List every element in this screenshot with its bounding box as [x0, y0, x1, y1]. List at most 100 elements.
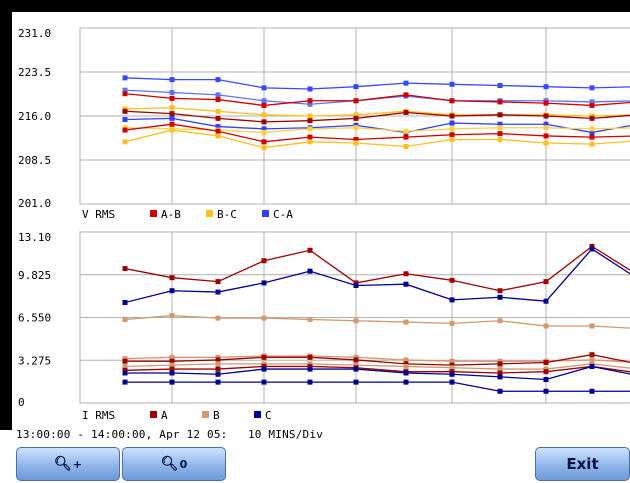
- y-tick-label: 3.275: [18, 354, 51, 367]
- data-point: [261, 363, 267, 369]
- data-point: [169, 379, 175, 385]
- y-tick-label: 0: [18, 396, 25, 409]
- division-text: 10 MINS/Div: [247, 428, 324, 441]
- data-point: [449, 81, 455, 87]
- data-point: [307, 379, 313, 385]
- legend-title: V RMS: [82, 208, 115, 221]
- data-point: [169, 358, 175, 364]
- data-point: [497, 388, 503, 394]
- data-point: [543, 84, 549, 90]
- data-point: [307, 98, 313, 104]
- data-point: [497, 288, 503, 294]
- data-point: [169, 354, 175, 360]
- data-point: [449, 379, 455, 385]
- data-point: [261, 129, 267, 135]
- data-point: [449, 126, 455, 132]
- data-point: [169, 121, 175, 127]
- data-point: [215, 366, 221, 372]
- data-point: [589, 357, 595, 363]
- data-point: [403, 134, 409, 140]
- data-point: [353, 379, 359, 385]
- data-point: [449, 98, 455, 104]
- data-point: [261, 112, 267, 118]
- data-point: [307, 126, 313, 132]
- data-point: [589, 361, 595, 367]
- data-point: [403, 319, 409, 325]
- data-point: [122, 363, 128, 369]
- data-point: [543, 323, 549, 329]
- data-point: [307, 247, 313, 253]
- data-point: [307, 361, 313, 367]
- data-point: [215, 115, 221, 121]
- zoom-in-button[interactable]: 🔍︎ +: [16, 447, 120, 481]
- data-point: [353, 366, 359, 372]
- data-point: [122, 87, 128, 93]
- data-point: [589, 129, 595, 135]
- data-point: [543, 133, 549, 139]
- data-point: [543, 279, 549, 285]
- data-point: [403, 357, 409, 363]
- data-point: [261, 366, 267, 372]
- data-point: [122, 127, 128, 133]
- y-tick-label: 231.0: [18, 27, 51, 40]
- data-point: [307, 134, 313, 140]
- data-point: [589, 388, 595, 394]
- data-point: [122, 139, 128, 145]
- data-point: [215, 354, 221, 360]
- data-point: [403, 281, 409, 287]
- data-point: [122, 299, 128, 305]
- data-point: [449, 136, 455, 142]
- legend-label: B-C: [217, 208, 237, 221]
- data-point: [215, 371, 221, 377]
- data-point: [589, 323, 595, 329]
- legend-swatch: [202, 411, 209, 418]
- data-point: [449, 120, 455, 126]
- data-point: [543, 140, 549, 146]
- data-point: [497, 131, 503, 137]
- data-point: [261, 145, 267, 151]
- zoom-out-button[interactable]: 🔍︎ 0: [122, 447, 226, 481]
- data-point: [215, 133, 221, 139]
- data-point: [589, 99, 595, 105]
- data-point: [122, 358, 128, 364]
- data-point: [497, 99, 503, 105]
- data-point: [215, 279, 221, 285]
- data-point: [589, 243, 595, 249]
- data-point: [215, 289, 221, 295]
- data-point: [403, 271, 409, 277]
- data-point: [122, 108, 128, 114]
- data-point: [589, 352, 595, 358]
- time-range-text: 13:00:00 - 14:00:00, Apr 12 05:: [16, 428, 228, 441]
- data-point: [122, 91, 128, 97]
- data-point: [122, 379, 128, 385]
- legend-swatch: [254, 411, 261, 418]
- data-point: [589, 115, 595, 121]
- data-point: [261, 139, 267, 145]
- data-point: [122, 367, 128, 373]
- data-point: [497, 125, 503, 131]
- y-tick-label: 13.10: [18, 231, 51, 244]
- data-point: [122, 75, 128, 81]
- data-point: [449, 371, 455, 377]
- exit-button[interactable]: Exit: [535, 447, 630, 481]
- data-point: [497, 358, 503, 364]
- data-point: [497, 366, 503, 372]
- data-point: [307, 366, 313, 372]
- data-point: [169, 313, 175, 319]
- data-point: [261, 119, 267, 125]
- data-point: [261, 379, 267, 385]
- data-point: [215, 128, 221, 134]
- y-tick-label: 216.0: [18, 110, 51, 123]
- data-point: [353, 84, 359, 90]
- data-point: [543, 100, 549, 106]
- data-point: [543, 369, 549, 375]
- data-point: [449, 113, 455, 119]
- data-point: [261, 102, 267, 108]
- data-point: [169, 127, 175, 133]
- y-tick-label: 201.0: [18, 197, 51, 210]
- data-point: [169, 95, 175, 101]
- data-point: [261, 354, 267, 360]
- data-point: [403, 144, 409, 150]
- data-point: [353, 283, 359, 289]
